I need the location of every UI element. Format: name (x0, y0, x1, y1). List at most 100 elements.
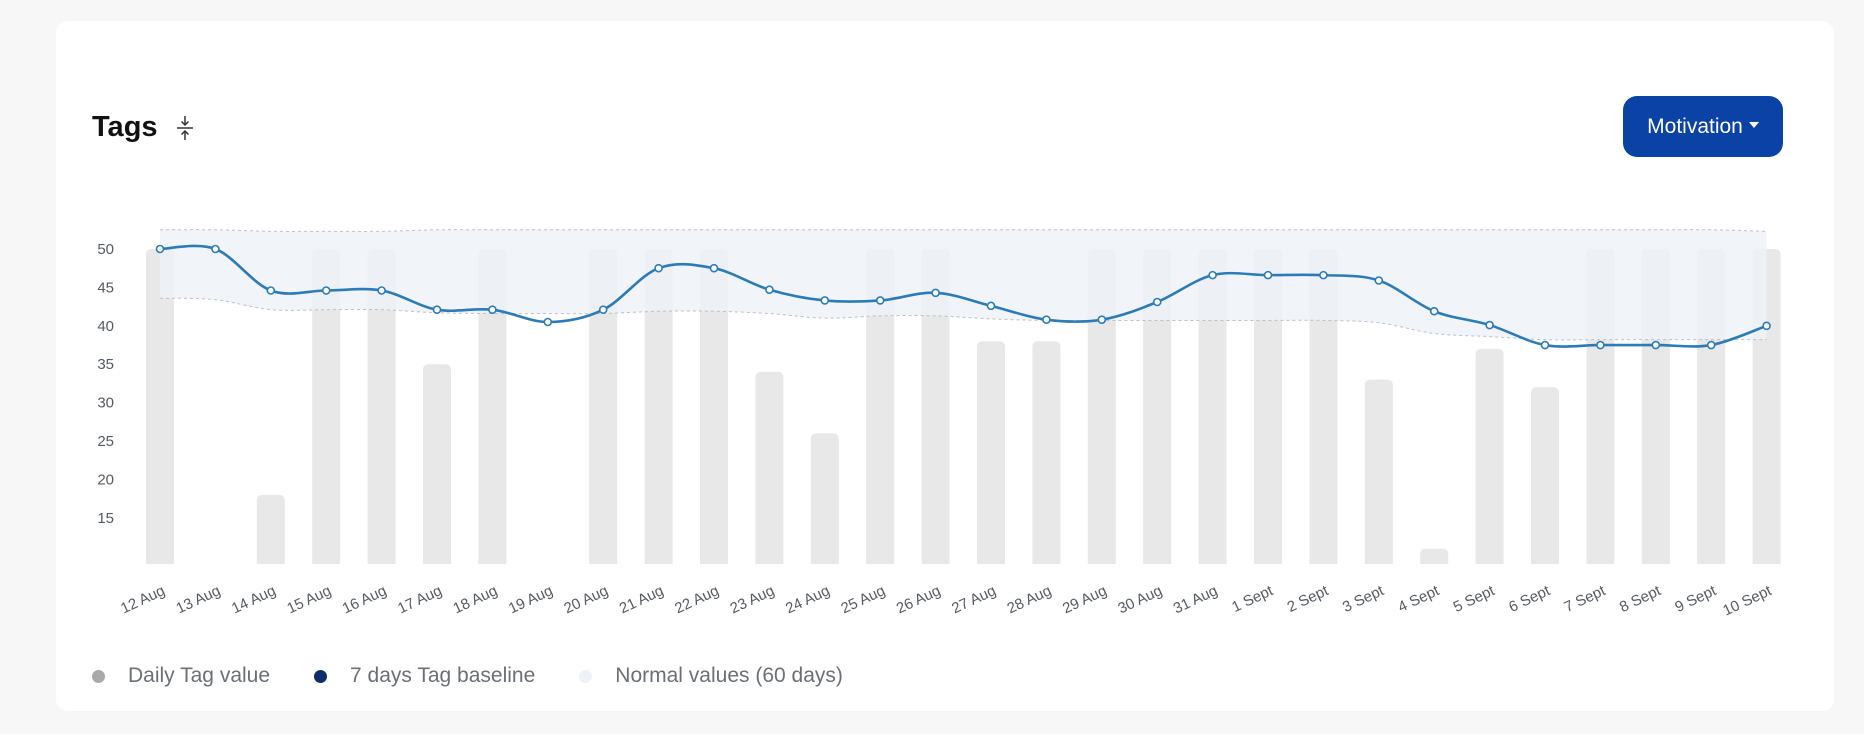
legend-dot-daily (92, 669, 105, 683)
baseline-point-20 (1208, 270, 1217, 280)
bar-14 (866, 249, 895, 564)
x-tick-label: 14 Aug (229, 582, 279, 617)
y-tick-label: 35 (97, 356, 114, 373)
x-tick-label: 9 Sept (1672, 582, 1719, 616)
x-tick-label: 16 Aug (340, 582, 390, 617)
x-tick-label: 26 Aug (894, 582, 944, 617)
baseline-point-18 (1097, 315, 1107, 324)
baseline-point-4 (321, 286, 331, 295)
baseline-point-17 (1042, 315, 1051, 324)
x-tick-label: 31 Aug (1171, 582, 1221, 617)
x-tick-label: 20 Aug (561, 582, 611, 617)
x-tick-label: 7 Sept (1562, 582, 1609, 616)
legend-dot-baseline (314, 669, 328, 683)
bar-3 (256, 494, 285, 564)
baseline-point-13 (820, 296, 830, 305)
caret-down-icon (1748, 121, 1759, 128)
x-tick-label: 17 Aug (395, 582, 445, 617)
y-tick-label: 20 (97, 471, 114, 488)
bar-11 (700, 249, 728, 564)
chart-legend: Daily Tag value 7 days Tag baseline Norm… (92, 664, 887, 688)
baseline-point-11 (709, 263, 719, 273)
baseline-point-26 (1540, 340, 1550, 350)
x-tick-label: 6 Sept (1506, 582, 1553, 616)
x-tick-label: 19 Aug (506, 582, 556, 617)
baseline-point-10 (654, 263, 663, 273)
x-tick-label: 30 Aug (1115, 582, 1165, 617)
baseline-point-30 (1762, 321, 1771, 331)
y-tick-label: 40 (97, 318, 114, 335)
card-title: Tags (92, 111, 158, 143)
bar-17 (1032, 341, 1061, 564)
bar-19 (1143, 249, 1172, 564)
x-tick-label: 15 Aug (284, 582, 334, 617)
baseline-point-15 (931, 288, 940, 298)
bar-13 (810, 433, 839, 564)
x-tick-label: 27 Aug (949, 582, 999, 617)
x-tick-label: 23 Aug (728, 582, 778, 617)
baseline-point-28 (1651, 340, 1661, 350)
bar-21 (1254, 249, 1282, 564)
x-tick-label: 29 Aug (1060, 582, 1110, 617)
baseline-point-3 (266, 286, 276, 295)
bar-25 (1475, 348, 1504, 564)
legend-label-normal: Normal values (60 days) (615, 664, 843, 687)
bar-15 (921, 249, 950, 564)
collapse-vertical-icon[interactable] (172, 114, 198, 142)
x-tick-label: 4 Sept (1395, 582, 1442, 616)
x-tick-label: 28 Aug (1005, 582, 1055, 617)
x-tick-label: 13 Aug (174, 582, 224, 617)
baseline-point-6 (432, 305, 442, 314)
bar-20 (1198, 249, 1227, 564)
x-tick-label: 25 Aug (838, 582, 888, 617)
baseline-point-12 (765, 285, 774, 295)
x-tick-label: 18 Aug (451, 582, 501, 617)
bar-6 (423, 364, 451, 564)
normal-band-lower (159, 297, 1767, 341)
baseline-point-16 (986, 301, 996, 311)
x-tick-label: 22 Aug (672, 582, 722, 617)
baseline-point-1 (155, 244, 165, 254)
bar-24 (1420, 548, 1449, 564)
legend-item-daily[interactable]: Daily Tag value (92, 664, 270, 688)
bar-16 (977, 341, 1005, 564)
baseline-point-24 (1429, 306, 1439, 316)
baseline-point-29 (1706, 340, 1716, 350)
legend-item-baseline[interactable]: 7 days Tag baseline (314, 664, 535, 688)
y-tick-label: 15 (97, 510, 114, 527)
baseline-point-7 (488, 305, 497, 314)
baseline-point-5 (377, 286, 386, 295)
legend-item-normal[interactable]: Normal values (60 days) (579, 664, 843, 688)
x-tick-label: 2 Sept (1285, 582, 1332, 616)
bar-10 (644, 249, 673, 564)
x-tick-label: 5 Sept (1451, 582, 1498, 616)
x-tick-label: 8 Sept (1617, 582, 1664, 616)
bar-26 (1531, 387, 1559, 564)
x-tick-label: 12 Aug (118, 582, 168, 617)
metric-dropdown-button[interactable]: Motivation (1623, 96, 1783, 157)
y-tick-label: 45 (97, 279, 114, 296)
x-tick-label: 10 Sept (1720, 582, 1775, 620)
legend-label-baseline: 7 days Tag baseline (350, 664, 536, 687)
y-tick-label: 50 (97, 241, 114, 258)
tags-chart: 15 20 25 30 35 40 45 50 12 Aug 13 Aug 14 Aug 15 Aug… (97, 229, 1781, 620)
baseline-point-8 (543, 317, 553, 327)
dropdown-label: Motivation (1647, 114, 1743, 138)
bar-4 (312, 249, 341, 564)
baseline-point-9 (598, 305, 608, 314)
bar-18 (1087, 249, 1116, 564)
baseline-point-14 (875, 296, 885, 305)
baseline-point-25 (1485, 320, 1494, 330)
x-tick-label: 21 Aug (617, 582, 667, 617)
legend-label-daily: Daily Tag value (128, 664, 271, 687)
bar-1 (146, 249, 174, 564)
bar-7 (478, 249, 507, 564)
baseline-point-27 (1596, 340, 1605, 350)
baseline-point-19 (1152, 297, 1162, 307)
bar-5 (367, 249, 396, 564)
baseline-point-23 (1374, 276, 1384, 285)
bar-12 (755, 371, 784, 564)
bar-23 (1364, 379, 1393, 564)
x-tick-label: 24 Aug (783, 582, 833, 617)
normal-band-area (160, 229, 1767, 340)
